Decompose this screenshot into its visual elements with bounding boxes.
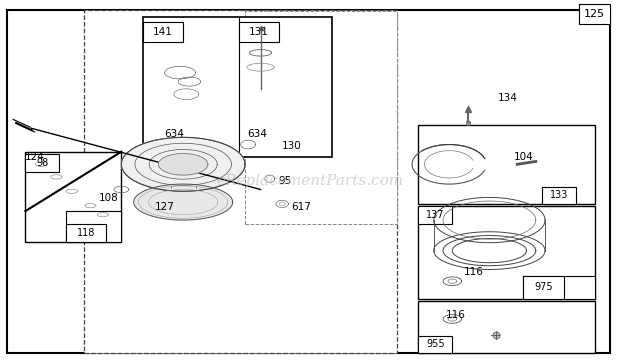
Bar — [245, 12, 397, 224]
Text: 95: 95 — [278, 175, 292, 186]
Text: 98: 98 — [37, 158, 48, 168]
Text: 634: 634 — [164, 129, 184, 139]
Text: 975: 975 — [534, 283, 553, 292]
Bar — [523, 276, 595, 299]
Text: 617: 617 — [291, 203, 311, 213]
Text: 108: 108 — [99, 193, 119, 204]
Bar — [25, 152, 122, 242]
Bar — [418, 301, 595, 353]
Text: 104: 104 — [513, 152, 533, 162]
Text: 125: 125 — [584, 9, 605, 19]
Bar — [66, 225, 106, 242]
Bar — [523, 276, 564, 299]
Bar — [143, 22, 183, 42]
Bar — [418, 125, 595, 204]
Polygon shape — [122, 137, 245, 191]
Text: 137: 137 — [426, 210, 445, 220]
Text: 124: 124 — [25, 152, 45, 162]
Text: 116: 116 — [464, 267, 484, 277]
Polygon shape — [159, 153, 208, 175]
Text: 131: 131 — [249, 27, 269, 37]
Text: 130: 130 — [281, 142, 301, 151]
Bar — [579, 4, 610, 24]
Polygon shape — [134, 184, 232, 220]
Text: 634: 634 — [247, 129, 267, 139]
Text: 141: 141 — [153, 27, 173, 37]
Bar — [66, 211, 122, 242]
Bar — [418, 206, 595, 299]
Bar — [25, 154, 60, 171]
Text: 116: 116 — [445, 310, 466, 320]
Text: 118: 118 — [76, 228, 95, 238]
Bar — [418, 336, 452, 353]
Text: 133: 133 — [550, 190, 568, 200]
Bar — [418, 206, 452, 224]
Text: 127: 127 — [154, 203, 175, 213]
Text: 134: 134 — [498, 93, 518, 103]
Bar — [542, 187, 576, 204]
Text: eReplacementParts.com: eReplacementParts.com — [216, 174, 404, 187]
Text: 955: 955 — [426, 339, 445, 349]
Bar — [84, 10, 397, 353]
Bar — [239, 22, 279, 42]
Bar — [143, 17, 332, 157]
